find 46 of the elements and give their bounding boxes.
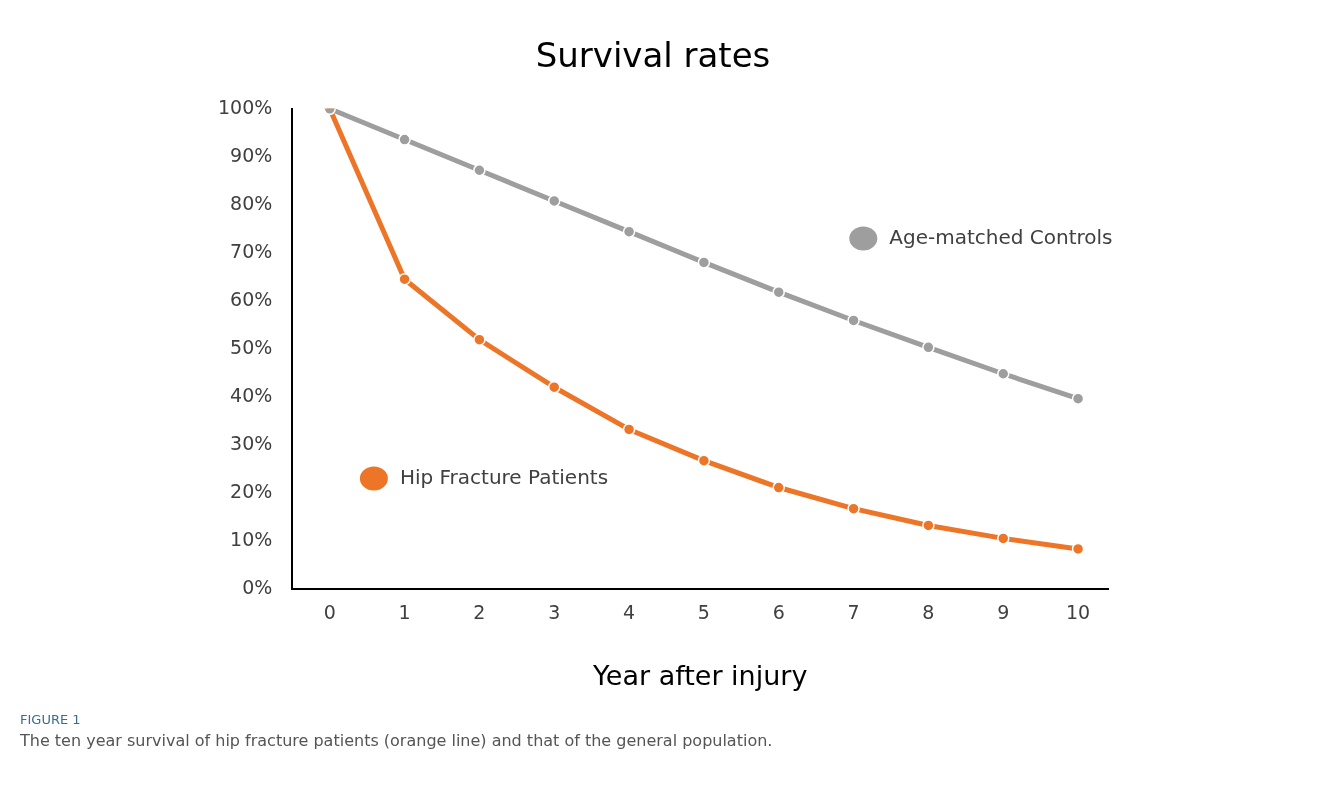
y-tick-label: 20% bbox=[230, 479, 273, 502]
legend-label: Age-matched Controls bbox=[889, 224, 1113, 249]
point bbox=[398, 133, 411, 146]
y-tick-label: 0% bbox=[242, 575, 273, 598]
x-axis-title: Year after injury bbox=[591, 659, 808, 691]
x-tick-label: 7 bbox=[847, 601, 860, 624]
y-tick-label: 100% bbox=[217, 95, 273, 118]
x-tick-label: 10 bbox=[1065, 601, 1091, 624]
x-tick-label: 2 bbox=[473, 601, 486, 624]
y-tick-label: 50% bbox=[230, 335, 273, 358]
y-tick-label: 60% bbox=[230, 287, 273, 310]
point bbox=[622, 423, 636, 436]
point bbox=[697, 256, 711, 269]
x-tick-label: 6 bbox=[772, 601, 785, 624]
point bbox=[1071, 392, 1085, 405]
x-tick-label: 4 bbox=[623, 601, 636, 624]
chart-title: Survival rates bbox=[535, 35, 771, 76]
y-tick-label: 10% bbox=[230, 527, 273, 550]
y-tick-label: 40% bbox=[230, 383, 273, 406]
point bbox=[772, 285, 785, 299]
point bbox=[622, 225, 636, 238]
x-tick-label: 5 bbox=[697, 601, 710, 624]
point bbox=[922, 519, 935, 532]
y-tick-label: 80% bbox=[230, 191, 273, 214]
point bbox=[547, 194, 561, 208]
x-tick-label: 3 bbox=[548, 601, 561, 624]
y-tick-label: 90% bbox=[230, 143, 273, 166]
y-tick-label: 30% bbox=[230, 431, 273, 454]
point bbox=[473, 333, 486, 346]
x-tick-label: 1 bbox=[398, 601, 411, 624]
text: The ten year survival of hip fracture patients (orange line) and that of the general population. bbox=[20, 731, 774, 750]
point bbox=[996, 367, 1010, 381]
y-tick-label: 70% bbox=[230, 239, 273, 262]
point bbox=[473, 163, 486, 177]
point bbox=[996, 532, 1010, 545]
x-tick-label: 8 bbox=[922, 601, 935, 624]
point bbox=[697, 454, 711, 467]
point bbox=[547, 380, 561, 394]
point bbox=[398, 272, 411, 286]
x-tick-label: 0 bbox=[323, 601, 336, 624]
x-tick-label: 9 bbox=[997, 601, 1010, 624]
point bbox=[772, 481, 785, 494]
caption: FIGURE 1 bbox=[20, 712, 82, 727]
point bbox=[847, 314, 860, 327]
legend-label: Hip Fracture Patients bbox=[399, 464, 609, 489]
point bbox=[1071, 542, 1085, 556]
